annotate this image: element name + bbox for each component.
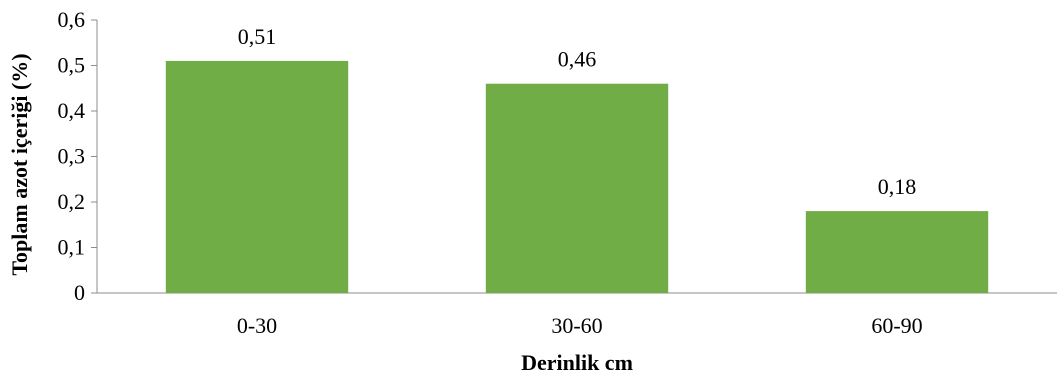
y-tick-label: 0,4: [58, 98, 86, 123]
data-label: 0,18: [878, 174, 917, 199]
x-axis-title: Derinlik cm: [521, 350, 633, 375]
data-label: 0,46: [558, 47, 597, 72]
y-axis-title: Toplam azot içeriği (%): [7, 53, 32, 275]
bar-30-60: [485, 83, 669, 293]
y-tick-label: 0,6: [58, 7, 86, 32]
x-tick-label: 60-90: [871, 313, 922, 338]
bar-0-30: [165, 60, 349, 294]
x-axis-ticks: 0-30 30-60 60-90: [237, 313, 923, 338]
bar-60-90: [805, 211, 989, 293]
bars: 0,51 0,46 0,18: [165, 24, 989, 294]
y-axis-ticks: 0 0,1 0,2 0,3 0,4 0,5 0,6: [58, 7, 97, 305]
data-label: 0,51: [238, 24, 277, 49]
y-tick-label: 0,2: [58, 189, 86, 214]
x-tick-label: 0-30: [237, 313, 277, 338]
y-tick-label: 0: [74, 280, 85, 305]
x-tick-label: 30-60: [551, 313, 602, 338]
y-tick-label: 0,3: [58, 144, 86, 169]
y-tick-label: 0,5: [58, 53, 86, 78]
y-tick-label: 0,1: [58, 235, 86, 260]
